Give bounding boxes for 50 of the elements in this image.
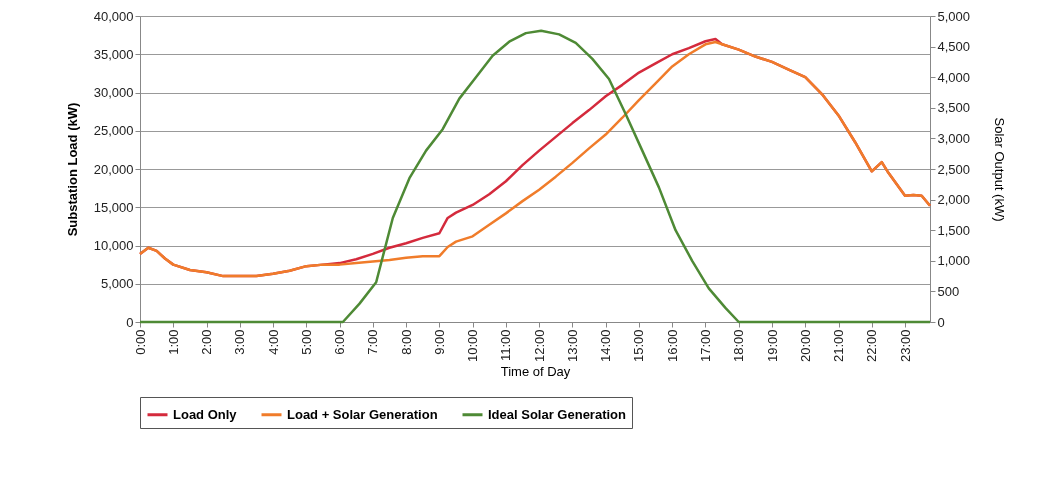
y2-tick-label: 500 [937,283,960,299]
x-tick-label: 19:00 [764,329,780,363]
x-tick-label: 10:00 [465,329,481,363]
x-tick-label: 14:00 [598,329,614,363]
y2-tick-label: 1,500 [937,222,971,238]
x-tick-label: 23:00 [897,329,913,363]
x-tick-label: 21:00 [831,329,847,363]
y-tick-label: 0 [126,314,134,330]
x-tick-label: 18:00 [731,329,747,363]
y2-tick-label: 1,000 [937,253,971,269]
x-tick-label: 13:00 [564,329,580,363]
y2-tick-label: 0 [937,314,945,330]
y2-tick-label: 3,500 [937,100,971,116]
y-tick-label: 10,000 [93,238,134,253]
y-tick-label: 5,000 [100,276,134,292]
y2-tick-label: 3,000 [937,130,971,146]
y-tick-label: 30,000 [93,85,134,100]
y-axis-title: Substation Load (kW) [64,102,80,237]
x-tick-label: 20:00 [797,329,813,363]
y-tick-label: 40,000 [93,8,134,24]
y2-tick-label: 2,000 [937,192,971,208]
x-tick-label: 3:00 [232,329,248,355]
y2-tick-label: 4,000 [937,69,971,85]
y2-tick-label: 2,500 [937,161,971,177]
y-tick-label: 20,000 [93,161,134,177]
x-tick-label: 16:00 [664,329,680,363]
x-tick-label: 7:00 [365,329,381,355]
x-tick-label: 6:00 [332,329,348,355]
x-tick-label: 22:00 [864,329,880,363]
x-tick-label: 11:00 [498,329,514,362]
x-tick-label: 15:00 [631,329,647,363]
x-tick-label: 1:00 [165,329,181,355]
x-tick-label: 4:00 [265,329,281,355]
x-tick-label: 5:00 [298,329,314,355]
legend-label: Load Only [173,406,238,422]
x-tick-label: 8:00 [398,329,414,355]
y2-tick-label: 4,500 [937,39,971,55]
y-tick-label: 25,000 [93,123,134,139]
y2-tick-label: 5,000 [937,8,971,24]
x-axis-title: Time of Day [500,364,571,380]
y-tick-label: 15,000 [93,199,134,215]
x-tick-label: 9:00 [431,329,447,355]
x-tick-label: 0:00 [132,329,148,355]
y-tick-label: 35,000 [93,46,134,62]
legend-label: Ideal Solar Generation [488,406,627,422]
x-tick-label: 12:00 [531,329,547,363]
y2-axis-title: Solar Output (kW) [992,117,1008,222]
x-tick-label: 2:00 [199,329,215,355]
legend-label: Load + Solar Generation [287,406,438,422]
x-tick-label: 17:00 [697,329,713,363]
